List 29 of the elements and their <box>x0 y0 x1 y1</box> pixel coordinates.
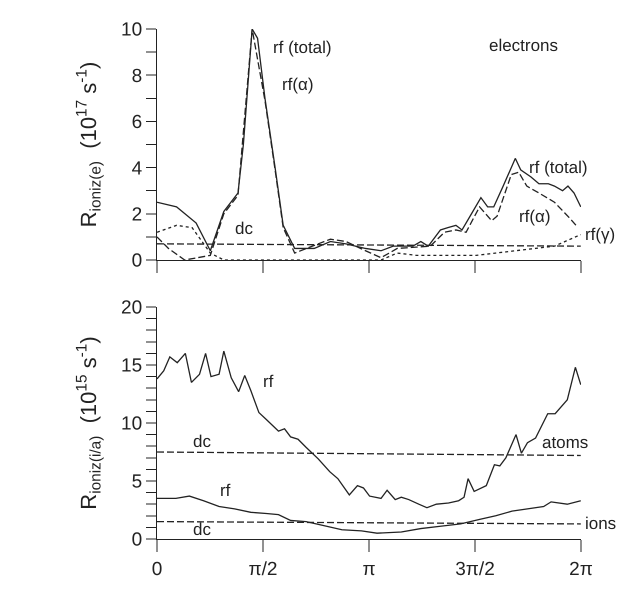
y-tick-label: 8 <box>132 66 142 87</box>
y-tick-label: 10 <box>121 414 142 435</box>
y-tick-label: 10 <box>121 20 142 41</box>
annotation: atoms <box>542 433 588 452</box>
y-tick-label: 0 <box>132 250 142 272</box>
x-tick-label: 0 <box>152 558 162 580</box>
y-tick-label: 5 <box>132 472 142 493</box>
annotation: dc <box>193 520 212 539</box>
y-tick-label: 6 <box>132 112 142 134</box>
annotation: dc <box>193 432 212 451</box>
x-tick-label: 2π <box>569 558 593 580</box>
annotation: dc <box>235 219 254 238</box>
y-tick-label: 4 <box>132 158 143 180</box>
annotation: electrons <box>489 36 558 55</box>
annotation: rf <box>263 372 274 391</box>
x-tick-label: π/2 <box>248 558 278 580</box>
annotation: rf(α) <box>282 75 314 94</box>
y-tick-label: 15 <box>121 356 142 377</box>
y-tick-label: 20 <box>121 298 142 319</box>
annotation: ions <box>585 514 616 533</box>
annotation: rf <box>220 481 231 500</box>
annotation: rf (total) <box>529 158 588 177</box>
y-tick-label: 0 <box>132 530 142 551</box>
annotation: rf (total) <box>273 38 332 57</box>
annotation: rf(α) <box>519 207 551 226</box>
x-tick-label: 3π/2 <box>455 558 495 580</box>
x-tick-label: π <box>362 558 376 580</box>
y-tick-label: 2 <box>132 204 142 226</box>
annotation: rf(γ) <box>585 225 616 244</box>
